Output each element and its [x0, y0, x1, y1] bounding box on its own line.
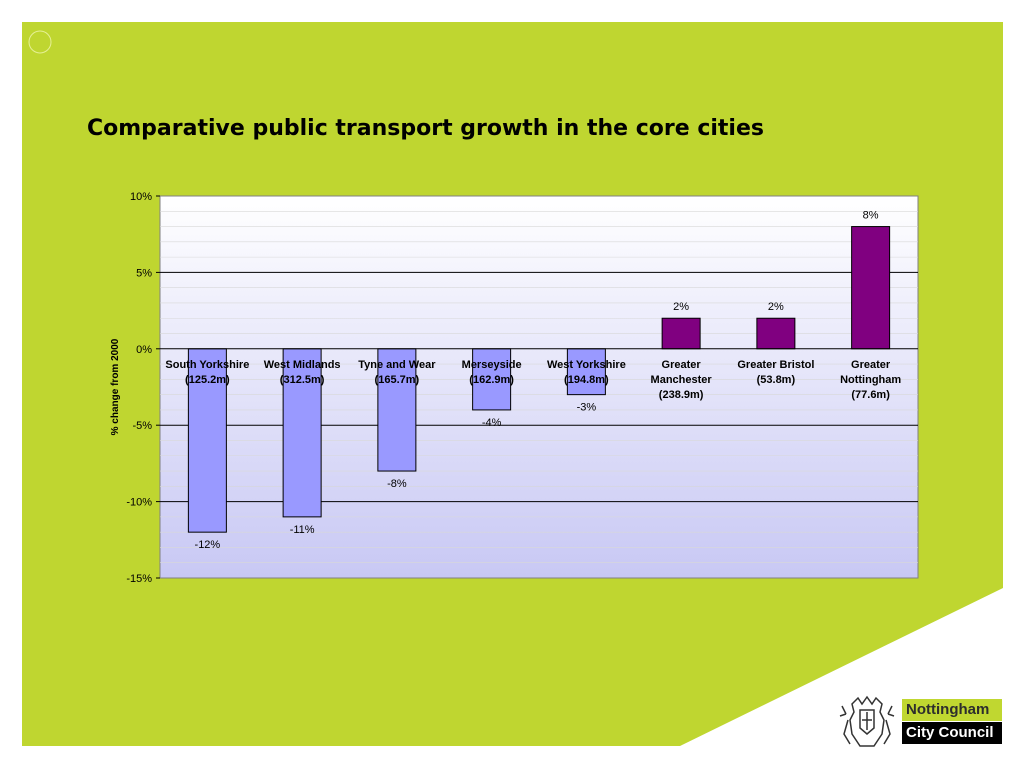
category-label: (165.7m)	[375, 374, 420, 386]
data-label: -11%	[290, 524, 315, 536]
y-tick-label: -10%	[126, 497, 152, 509]
y-tick-label: -15%	[126, 573, 152, 585]
category-label: West Midlands	[264, 359, 341, 371]
category-label: South Yorkshire	[165, 359, 249, 371]
category-label: (77.6m)	[851, 389, 890, 401]
data-label: -8%	[387, 478, 407, 490]
y-tick-label: 0%	[136, 344, 152, 356]
category-label: Tyne and Wear	[358, 359, 436, 371]
category-label: (162.9m)	[469, 374, 514, 386]
data-label: 2%	[768, 301, 784, 313]
data-label: -3%	[577, 402, 597, 414]
plot-area	[159, 195, 919, 579]
data-labels: -12% -11% -8% -4% -3% 2% 2% 8%	[195, 210, 879, 552]
data-label: -4%	[482, 417, 502, 429]
category-label: (53.8m)	[757, 374, 796, 386]
bar	[756, 317, 796, 350]
y-axis-ticks: 10% 5% 0% -5% -10% -15%	[126, 191, 160, 585]
data-label: -12%	[195, 539, 221, 551]
council-logo: Nottingham City Council	[838, 694, 1004, 750]
category-label: Merseyside	[462, 359, 522, 371]
category-labels: South Yorkshire (125.2m) West Midlands (312…	[165, 359, 901, 401]
bar	[566, 348, 606, 396]
bar	[282, 348, 322, 518]
category-label: Greater	[851, 359, 891, 371]
category-label: (312.5m)	[280, 374, 325, 386]
category-label: Manchester	[651, 374, 713, 386]
category-label: Greater Bristol	[737, 359, 814, 371]
category-label: West Yorkshire	[547, 359, 626, 371]
category-label: (125.2m)	[185, 374, 230, 386]
data-label: 8%	[863, 210, 879, 222]
category-label: (238.9m)	[659, 389, 704, 401]
bar	[661, 317, 701, 350]
y-tick-label: -5%	[132, 420, 152, 432]
data-label: 2%	[673, 301, 689, 313]
category-label: Nottingham	[840, 374, 901, 386]
slide-title: Comparative public transport growth in t…	[87, 116, 764, 141]
logo-text-nottingham: Nottingham	[902, 699, 1002, 721]
y-axis-label: % change from 2000	[110, 338, 121, 435]
category-label: (194.8m)	[564, 374, 609, 386]
bar	[377, 348, 417, 472]
logo-text-city-council: City Council	[902, 722, 1002, 744]
decorative-circle	[28, 30, 52, 54]
category-label: Greater	[662, 359, 702, 371]
crest-icon	[839, 695, 895, 747]
y-tick-label: 5%	[136, 267, 152, 279]
bar	[472, 348, 512, 411]
y-tick-label: 10%	[130, 191, 152, 203]
bar	[851, 226, 891, 350]
